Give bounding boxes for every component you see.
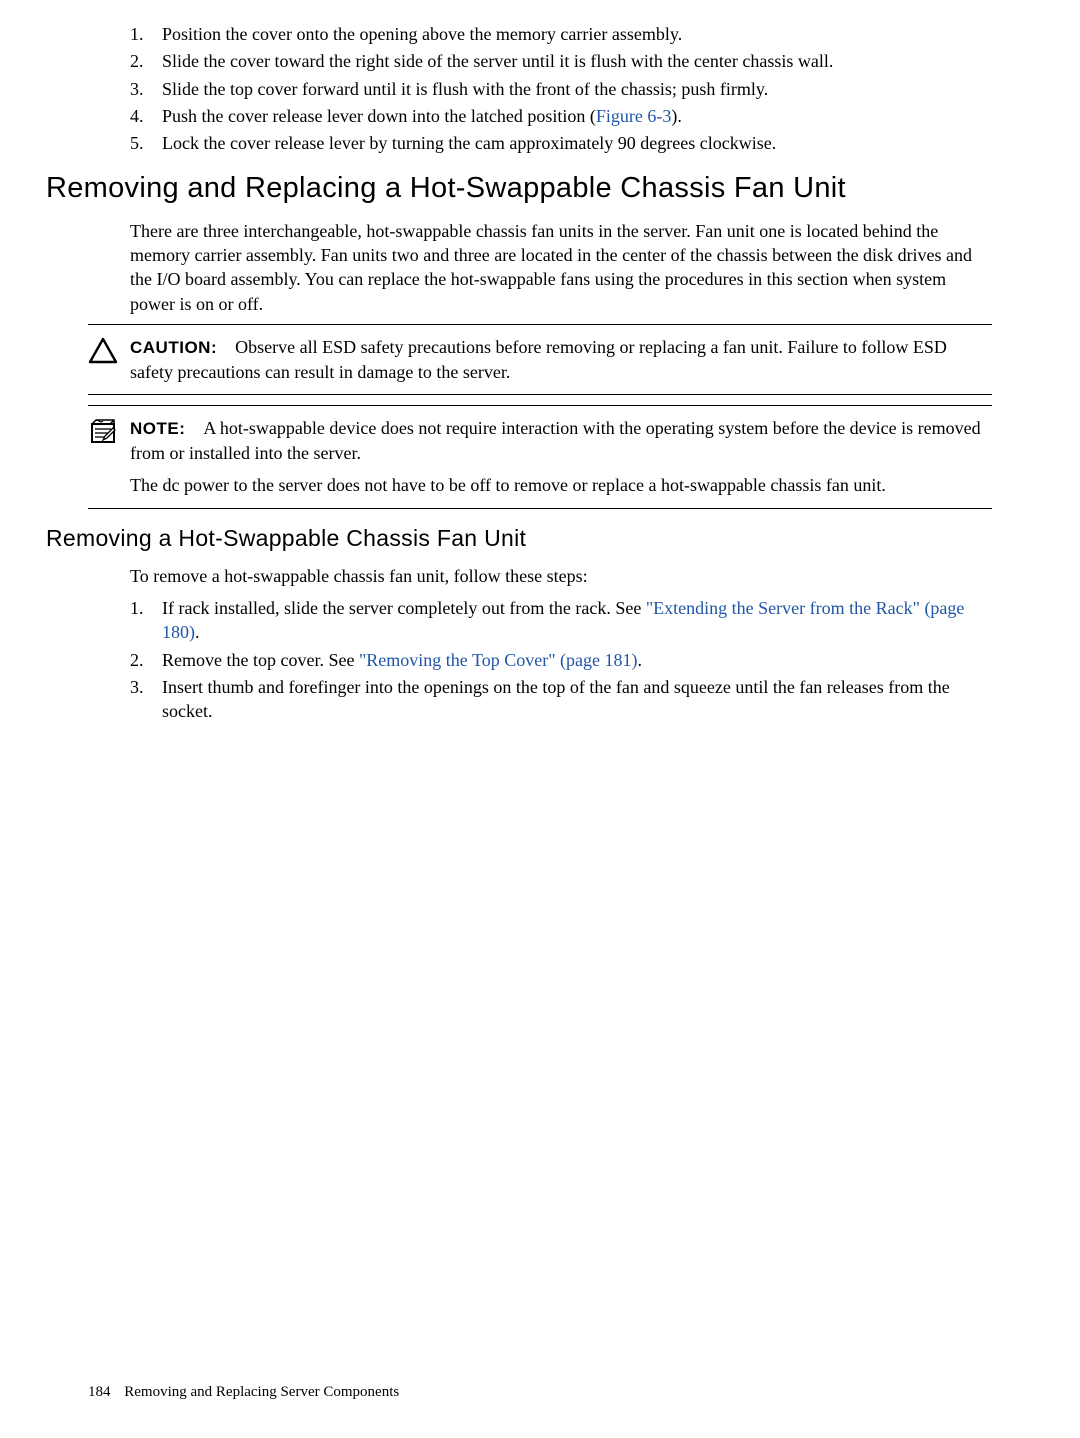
divider <box>88 394 992 395</box>
note-text-2: The dc power to the server does not have… <box>130 473 992 497</box>
page-number: 184 <box>88 1384 111 1400</box>
step-text: Position the cover onto the opening abov… <box>162 24 682 44</box>
list-item: 3. Insert thumb and forefinger into the … <box>130 675 992 724</box>
list-item: 2. Slide the cover toward the right side… <box>130 49 992 73</box>
step-number: 4. <box>130 104 144 128</box>
list-item: 1. If rack installed, slide the server c… <box>130 596 992 645</box>
step-text: Lock the cover release lever by turning … <box>162 133 776 153</box>
list-item: 2. Remove the top cover. See "Removing t… <box>130 648 992 672</box>
note-label: NOTE: <box>130 419 185 438</box>
step-text: Slide the top cover forward until it is … <box>162 79 768 99</box>
page-footer: 184 Removing and Replacing Server Compon… <box>88 1382 399 1402</box>
step-number: 1. <box>130 22 144 46</box>
caution-label: CAUTION: <box>130 338 217 357</box>
step-number: 1. <box>130 596 144 620</box>
note-icon <box>88 416 130 454</box>
fan-removal-steps: 1. If rack installed, slide the server c… <box>88 596 992 723</box>
list-item: 4. Push the cover release lever down int… <box>130 104 992 128</box>
step-text-pre: Push the cover release lever down into t… <box>162 106 596 126</box>
step-text-post: . <box>195 622 200 642</box>
step-number: 2. <box>130 648 144 672</box>
list-item: 5. Lock the cover release lever by turni… <box>130 131 992 155</box>
note-callout: NOTE: A hot-swappable device does not re… <box>88 405 992 509</box>
sub-heading: Removing a Hot-Swappable Chassis Fan Uni… <box>46 523 992 554</box>
step-text: Insert thumb and forefinger into the ope… <box>162 677 950 721</box>
step-number: 5. <box>130 131 144 155</box>
footer-title: Removing and Replacing Server Components <box>124 1384 399 1400</box>
sub-paragraph: To remove a hot-swappable chassis fan un… <box>88 564 992 588</box>
step-text-post: ). <box>671 106 682 126</box>
note-text-1: A hot-swappable device does not require … <box>130 418 981 463</box>
step-number: 3. <box>130 77 144 101</box>
step-text: Slide the cover toward the right side of… <box>162 51 833 71</box>
step-number: 2. <box>130 49 144 73</box>
section-paragraph: There are three interchangeable, hot-swa… <box>88 219 992 316</box>
step-text-post: . <box>638 650 643 670</box>
caution-callout: CAUTION: Observe all ESD safety precauti… <box>88 324 992 384</box>
caution-text: Observe all ESD safety precautions befor… <box>130 337 947 382</box>
step-text-pre: Remove the top cover. See <box>162 650 359 670</box>
cross-ref-link[interactable]: "Removing the Top Cover" (page 181) <box>359 650 638 670</box>
top-cover-steps: 1. Position the cover onto the opening a… <box>88 22 992 155</box>
list-item: 1. Position the cover onto the opening a… <box>130 22 992 46</box>
section-heading: Removing and Replacing a Hot-Swappable C… <box>46 169 992 208</box>
caution-icon <box>88 335 130 371</box>
figure-link[interactable]: Figure 6-3 <box>596 106 672 126</box>
list-item: 3. Slide the top cover forward until it … <box>130 77 992 101</box>
step-text-pre: If rack installed, slide the server comp… <box>162 598 646 618</box>
step-number: 3. <box>130 675 144 699</box>
